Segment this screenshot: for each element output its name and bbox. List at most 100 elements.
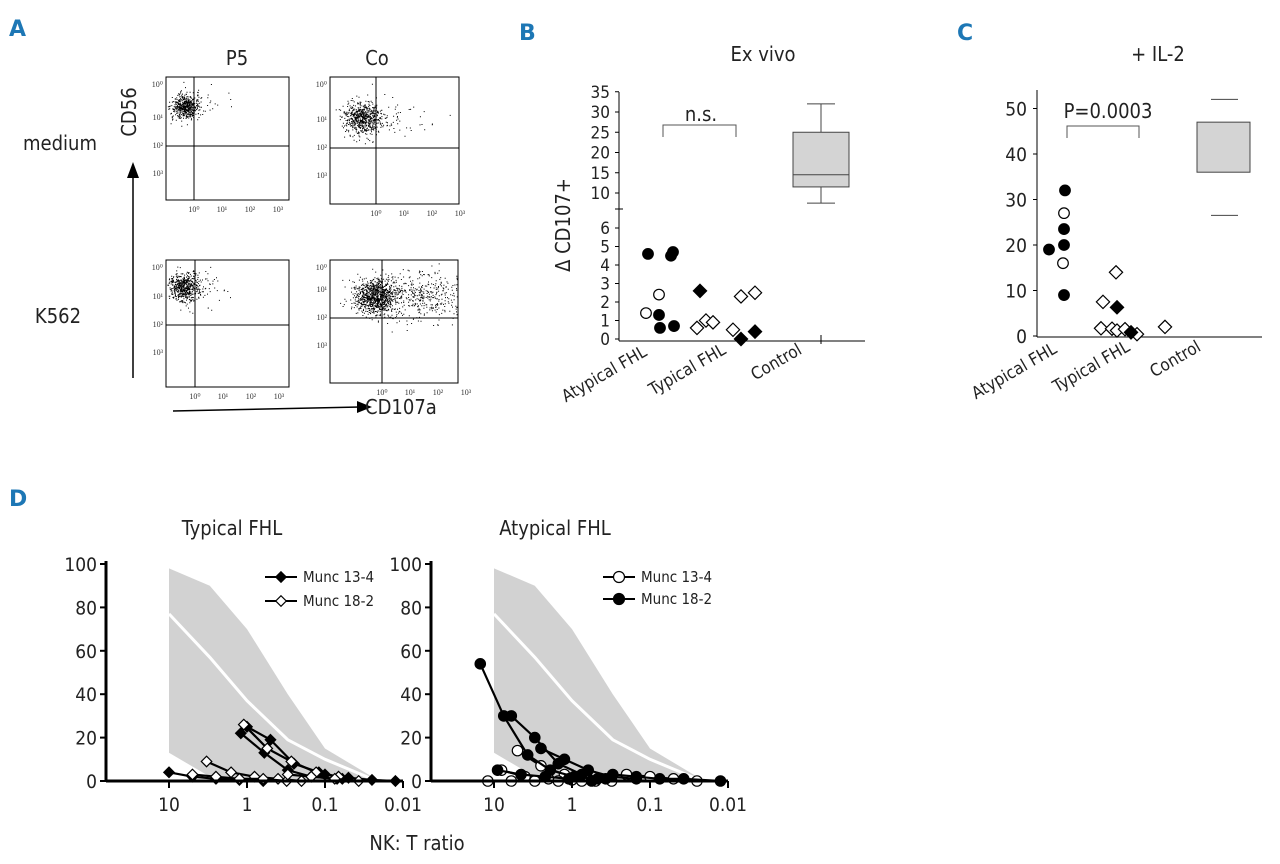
y-tick-label: 50 [1005, 99, 1027, 121]
y-tick-label: 40 [75, 684, 97, 706]
panel-d1-legend-munc13: Munc 13-4 [303, 568, 374, 586]
panel-b-sig-label: n.s. [685, 102, 717, 126]
data-point [535, 742, 547, 755]
y-tick-label: 0 [1016, 326, 1027, 348]
point-typical [1095, 294, 1111, 310]
panel-a-label: A [9, 17, 26, 42]
y-tick-label: 30 [591, 103, 610, 123]
x-tick-label: 10⁰ [376, 388, 387, 397]
panel-b-title: Ex vivo [730, 42, 795, 66]
legend-marker [612, 570, 626, 584]
x-tick-label: 10² [245, 205, 256, 214]
y-tick-label: 40 [1005, 144, 1027, 166]
x-tick-label: 0.01 [709, 794, 747, 816]
panel-c-cat-atypical: Atypical FHL [968, 339, 1061, 404]
panel-b-control-box [792, 103, 850, 344]
point-typical [692, 283, 708, 299]
flow-events [335, 83, 451, 145]
y-tick-label: 6 [600, 219, 610, 239]
panel-d2-legend-munc18: Munc 18-2 [641, 590, 712, 608]
point-typical [1157, 319, 1173, 335]
y-tick-label: 100 [389, 554, 422, 576]
data-point [528, 731, 541, 744]
x-tick-label: 10³ [455, 209, 466, 218]
x-tick-label: 10 [483, 794, 505, 816]
y-tick-label: 5 [600, 238, 610, 258]
y-tick-label: 10³ [153, 169, 164, 178]
data-point [237, 718, 250, 731]
legend-marker [274, 570, 288, 584]
x-tick-label: 10² [427, 209, 438, 218]
panel-d1-plot: 0 20 40 60 80 100 10 1 0.1 0.01 [64, 554, 422, 816]
x-tick-label: 10² [246, 392, 257, 401]
point-typical [1109, 299, 1125, 315]
col-title-p5: P5 [226, 46, 248, 70]
panel-c-cat-control: Control [1147, 337, 1205, 382]
point-atypical [654, 322, 666, 334]
x-tick-label: 0.1 [636, 794, 663, 816]
point-typical [733, 288, 749, 304]
x-tick-label: 10 [158, 794, 180, 816]
data-point [491, 764, 504, 776]
cd56-axis-label: CD56 [117, 87, 141, 136]
point-atypical [1058, 207, 1070, 220]
panel-b-sig-bracket [662, 124, 737, 137]
panel-d-label: D [9, 487, 27, 512]
data-point [521, 749, 534, 761]
x-tick-label: 1 [242, 794, 253, 816]
y-tick-label: 10³ [317, 171, 328, 180]
y-tick-label: 20 [591, 144, 610, 164]
legend-marker [274, 594, 288, 608]
point-typical [689, 320, 705, 336]
panel-c-label: C [957, 21, 973, 46]
panel-d1-title: Typical FHL [181, 516, 282, 540]
x-tick-label: 0.1 [311, 794, 338, 816]
legend-marker [612, 592, 626, 606]
point-atypical [642, 247, 654, 260]
flow-plot-frame [329, 76, 460, 205]
cd56-axis-arrow [127, 162, 139, 378]
point-typical [1093, 320, 1109, 336]
y-tick-label: 10 [591, 184, 610, 204]
panel-c: C + IL-2 0 10 20 30 40 50 P=0.0003 Atypical F… [957, 21, 1262, 404]
data-point [474, 658, 487, 670]
y-tick-label: 10⁰ [316, 80, 327, 89]
point-typical [1108, 264, 1124, 280]
panel-d1-legend-munc18: Munc 18-2 [303, 592, 374, 610]
panel-d2-title: Atypical FHL [499, 516, 611, 540]
flow-plot-co-k562: 10⁰ 10¹ 10² 10³ 10⁰ 10¹ 10² 10³ [316, 259, 472, 397]
point-atypical [1059, 184, 1071, 197]
y-tick-label: 10 [1005, 281, 1027, 303]
box-body [1196, 121, 1251, 173]
data-point [200, 755, 213, 768]
y-tick-label: 10² [153, 141, 164, 150]
y-tick-label: 0 [600, 330, 610, 350]
data-point [285, 755, 298, 768]
y-tick-label: 20 [400, 728, 422, 750]
row-label-k562: K562 [35, 304, 81, 328]
panel-b-cat-atypical: Atypical FHL [558, 342, 651, 407]
point-atypical [640, 307, 652, 320]
point-atypical [1058, 289, 1070, 301]
y-tick-label: 10¹ [317, 115, 328, 124]
panel-d: D Typical FHL Atypical FHL 0204060801001… [9, 487, 747, 855]
flow-plot-p5-medium: 10⁰ 10¹ 10² 10³ 10⁰ 10¹ 10² 10³ [152, 76, 290, 214]
x-tick-label: 10⁰ [189, 392, 200, 401]
point-typical [747, 285, 763, 301]
panel-c-ticks: 0 10 20 30 40 50 [1005, 99, 1037, 348]
panel-d-x-title: NK: T ratio [369, 831, 464, 855]
y-tick-label: 35 [591, 83, 610, 103]
normal-range-band [494, 568, 697, 781]
x-tick-label: 10³ [274, 392, 285, 401]
normal-mean-line [167, 612, 373, 781]
panel-c-points [1043, 184, 1173, 342]
data-point [261, 742, 274, 755]
y-tick-label: 10⁰ [152, 80, 163, 89]
x-tick-label: 10³ [461, 388, 472, 397]
x-tick-label: 10¹ [217, 205, 228, 214]
y-tick-label: 10⁰ [152, 263, 163, 272]
normal-mean-line [492, 612, 698, 781]
y-tick-label: 80 [75, 597, 97, 619]
